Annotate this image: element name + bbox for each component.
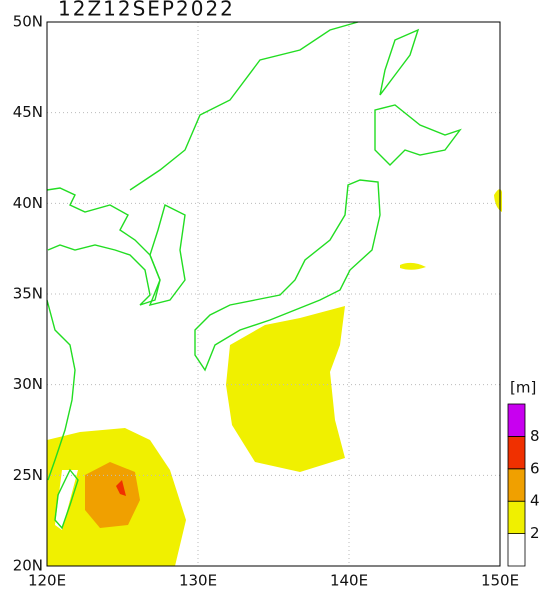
wave-area <box>226 306 345 472</box>
colorbar-swatch <box>507 500 526 535</box>
coast-line <box>374 104 462 166</box>
colorbar-swatch <box>507 468 526 502</box>
colorbar-label: 2 <box>530 524 540 542</box>
map-title: 12Z12SEP2022 <box>58 0 235 21</box>
colorbar-label: 4 <box>530 492 540 510</box>
wave-area <box>116 480 126 496</box>
colorbar-label: 6 <box>530 459 540 477</box>
lon-tick-label: 140E <box>330 572 368 590</box>
coastline <box>46 21 462 530</box>
colorbar-unit: [m] <box>510 379 536 397</box>
coast-line <box>46 299 76 481</box>
colorbar-swatch <box>507 435 526 470</box>
lat-tick-label: 25N <box>13 466 43 484</box>
lon-tick-label: 130E <box>179 572 217 590</box>
coast-line <box>54 468 79 530</box>
colorbar-swatch <box>507 403 526 437</box>
coast-line <box>129 21 359 191</box>
lat-tick-label: 45N <box>13 103 43 121</box>
lat-tick-label: 20N <box>13 557 43 575</box>
map-frame <box>46 21 501 567</box>
lon-tick-label: 150E <box>481 572 519 590</box>
wave-field <box>47 189 502 566</box>
coast-line <box>379 28 420 96</box>
wave-area <box>494 189 502 212</box>
lat-tick-label: 40N <box>13 194 43 212</box>
wave-area <box>85 462 140 528</box>
colorbar-label: 8 <box>530 427 540 445</box>
lat-tick-label: 35N <box>13 285 43 303</box>
coast-line <box>46 187 161 306</box>
coast-line <box>194 179 381 372</box>
lat-tick-label: 50N <box>13 13 43 31</box>
land-mask <box>55 470 78 530</box>
lon-tick-label: 120E <box>28 572 66 590</box>
coast-line <box>148 203 186 307</box>
colorbar-swatch <box>507 533 526 567</box>
wave-area <box>400 262 426 270</box>
lat-tick-label: 30N <box>13 375 43 393</box>
